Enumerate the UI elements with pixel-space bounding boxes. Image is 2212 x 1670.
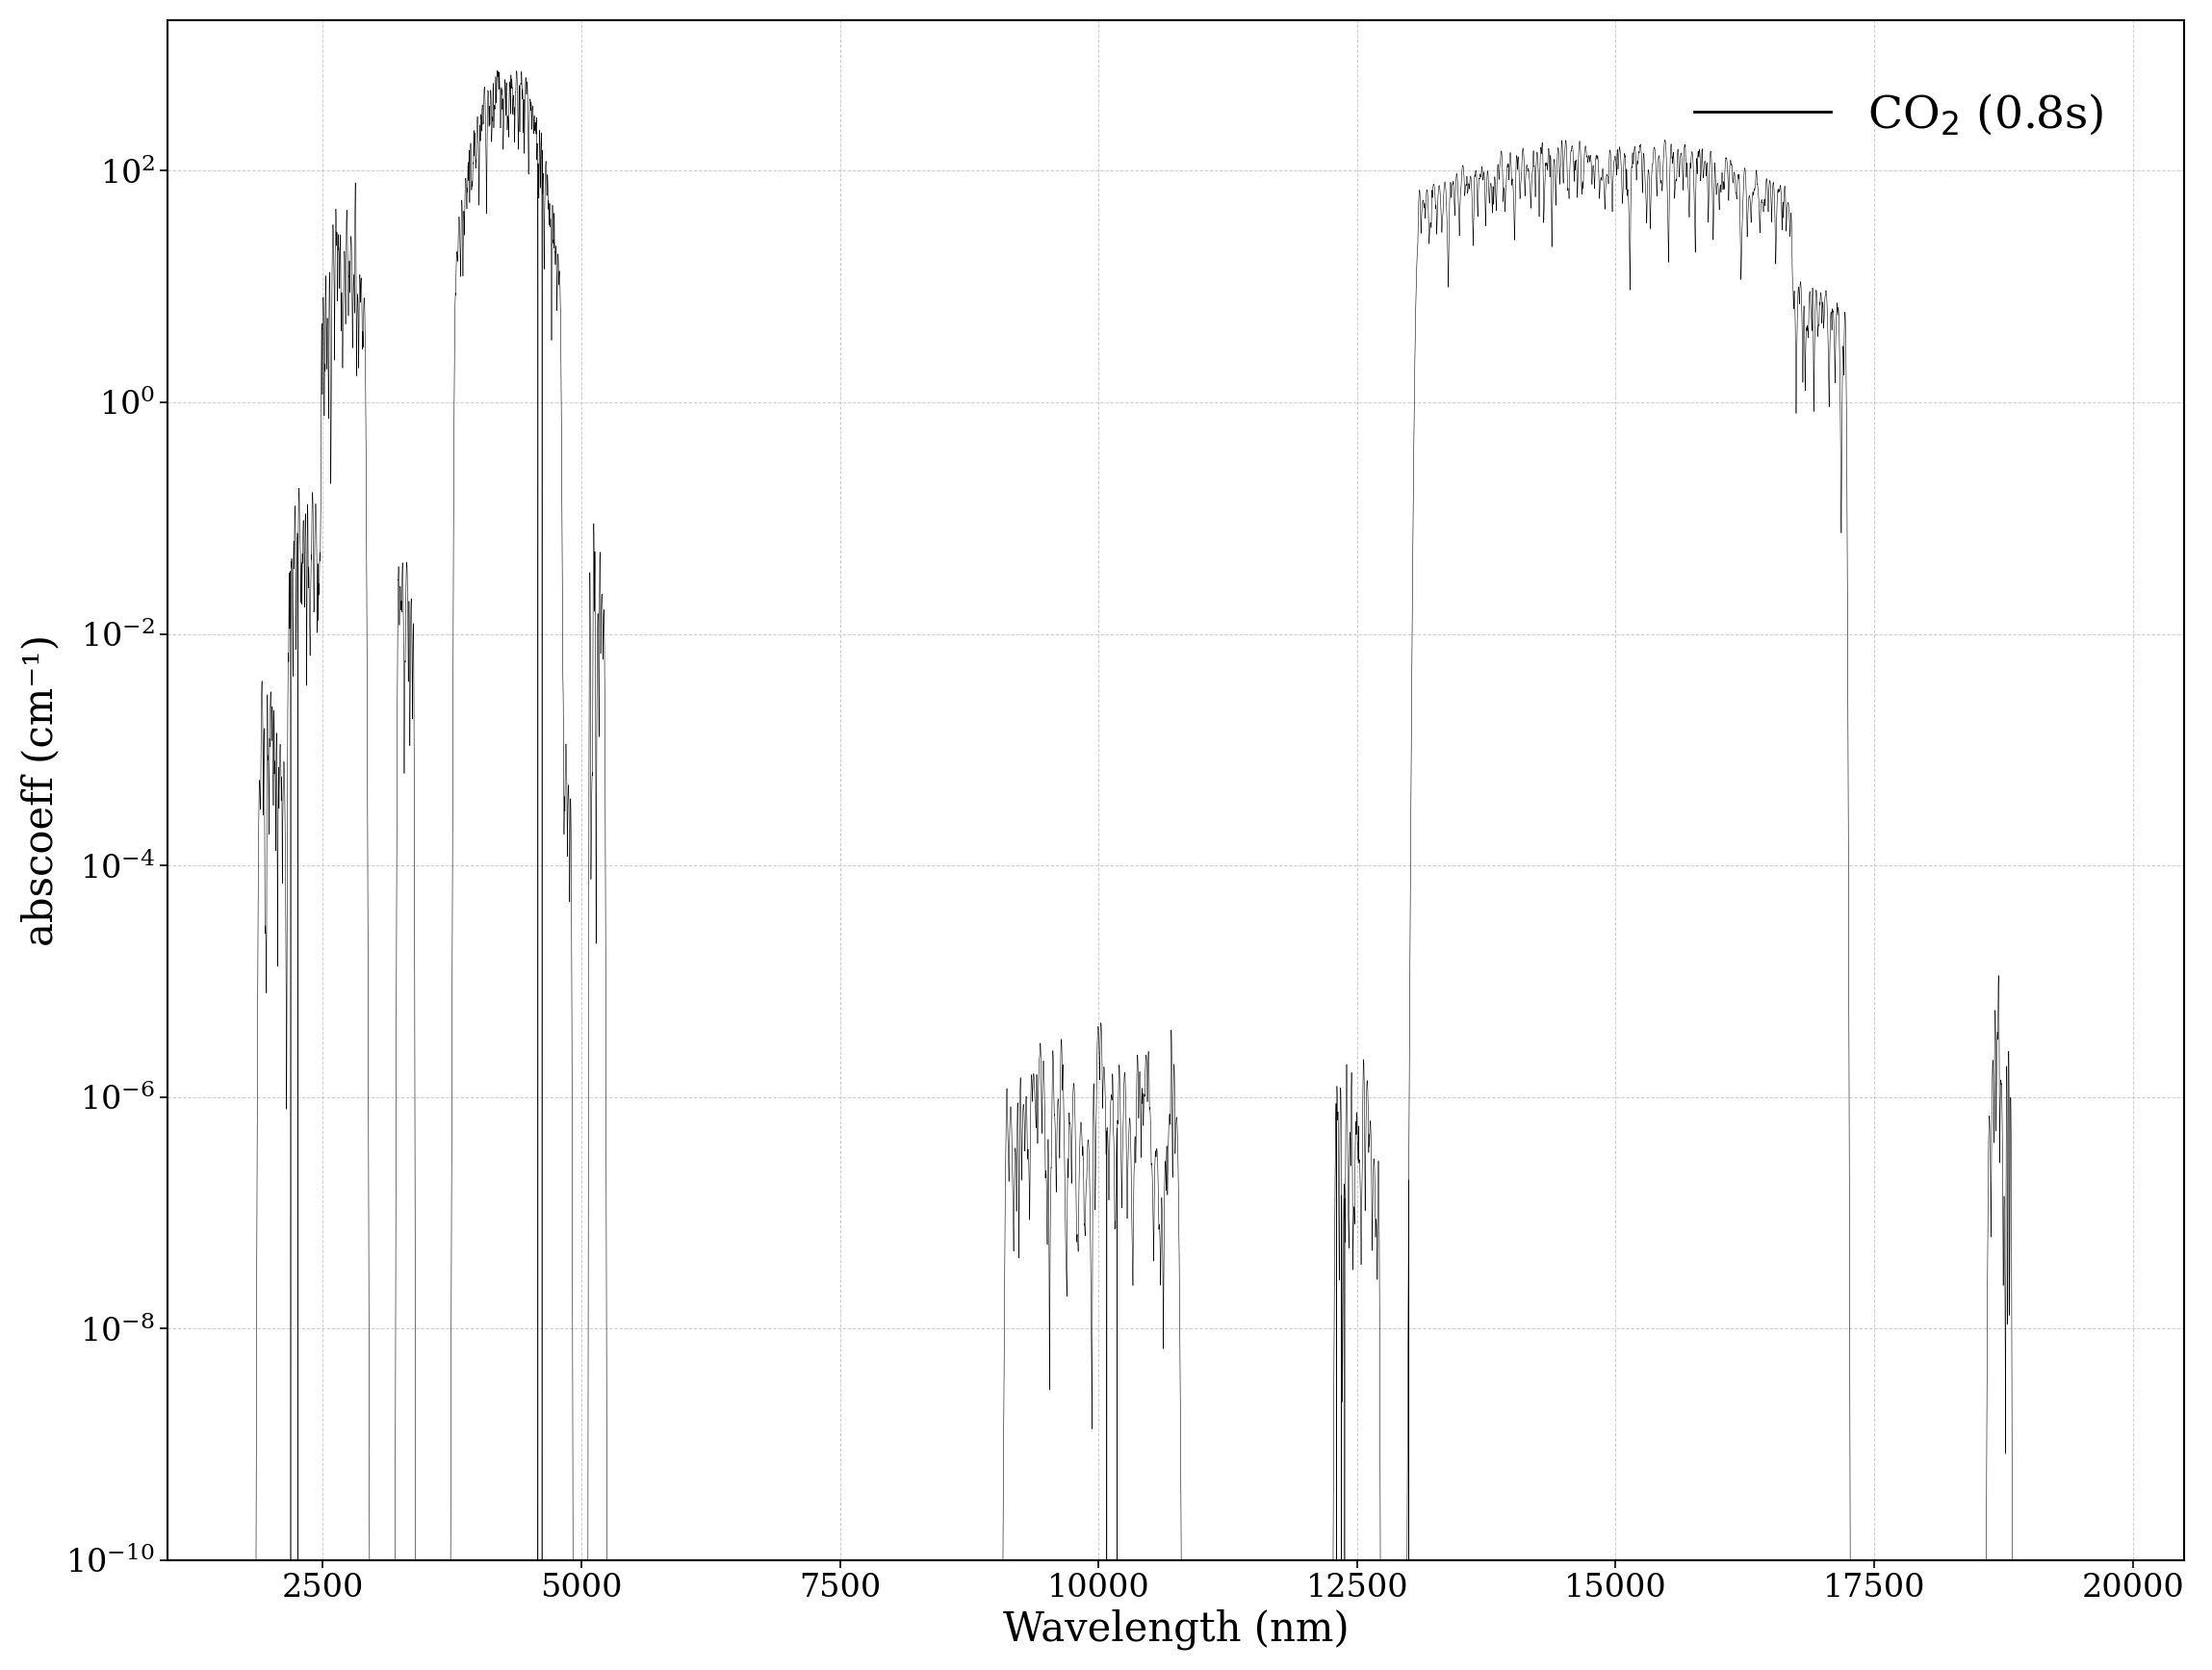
X-axis label: Wavelength (nm): Wavelength (nm) [1002,1608,1349,1650]
Legend: CO$_2$ (0.8s): CO$_2$ (0.8s) [1677,73,2121,155]
Y-axis label: abscoeff (cm⁻¹): abscoeff (cm⁻¹) [20,635,60,945]
